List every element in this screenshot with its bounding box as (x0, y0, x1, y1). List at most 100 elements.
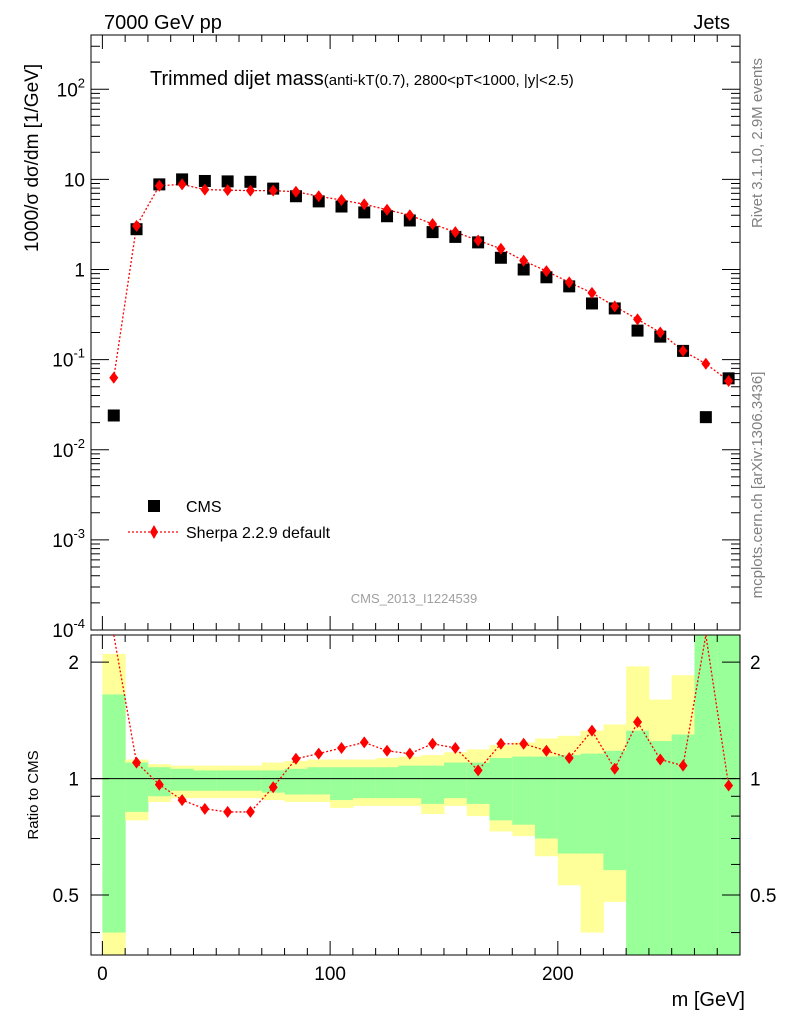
ratio-y-tick-label: 2 (68, 653, 79, 674)
main-y-tick-label: 10 (64, 170, 85, 191)
mc-data-point (405, 209, 415, 222)
ratio-band-inner-bin (352, 767, 377, 799)
ratio-mc-data-point (724, 779, 734, 792)
ratio-mc-data-point (450, 741, 460, 754)
ratio-mc-series-line (113, 634, 730, 813)
legend-label-mc: Sherpa 2.2.9 default (186, 525, 331, 542)
ratio-mc-data-point (473, 764, 483, 777)
ratio-mc-data-point (587, 724, 597, 737)
ratio-mc-data-point (200, 802, 210, 815)
chart-subtitle: (anti-kT(0.7), 2800<pT<1000, |y|<2.5) (324, 72, 574, 89)
mc-data-point (655, 326, 665, 339)
main-y-tick-label: 102 (57, 75, 85, 101)
mc-data-point (109, 371, 119, 384)
ratio-band-inner-bin (330, 767, 354, 801)
ratio-band-inner-bin (512, 756, 536, 825)
rivet-label: Rivet 3.1.10, 2.9M events (749, 58, 766, 228)
cms-data-point (107, 409, 120, 422)
mc-data-point (428, 217, 438, 230)
ratio-band-inner-bin (193, 770, 217, 791)
mc-series-line (113, 183, 730, 382)
main-y-tick-label: 10-3 (52, 526, 85, 552)
mc-data-point (519, 254, 529, 267)
cms-data-point (540, 271, 553, 284)
cms-data-point (585, 297, 598, 310)
cms-data-point (426, 226, 439, 239)
ratio-mc-line (113, 634, 730, 813)
ratio-axes: 0.5 0.5 1 1 2 2 0 100 200 (53, 634, 776, 985)
legend: CMS Sherpa 2.2.9 default (128, 499, 331, 542)
mc-data-point (200, 183, 210, 196)
ratio-band-inner-bin (557, 755, 582, 854)
ratio-band-inner-bin (489, 758, 513, 821)
mc-data-point (587, 286, 597, 299)
ratio-band-inner-bin (216, 770, 240, 791)
x-tick-label: 0 (97, 964, 108, 985)
ratio-y-tick-label-right: 2 (750, 653, 761, 674)
chart-title-line: Trimmed dijet mass(anti-kT(0.7), 2800<pT… (150, 68, 574, 90)
ratio-mc-data-point (223, 805, 233, 818)
ratio-mc-data-point (564, 752, 574, 765)
ratio-band-inner-bin (580, 753, 604, 854)
ratio-band-inner-bin (421, 765, 445, 804)
ratio-y-tick-label: 1 (68, 770, 79, 791)
ratio-mc-data-point (405, 747, 415, 760)
energy-label: 7000 GeV pp (104, 12, 222, 34)
ratio-mc-data-point (359, 736, 369, 749)
ratio-band-inner-bin (717, 635, 741, 955)
mc-data-point (678, 344, 688, 357)
ratio-band-inner-bin (694, 635, 718, 955)
ratio-mc-data-point (314, 747, 324, 760)
mc-data-point (132, 219, 142, 232)
mc-data-point (291, 185, 301, 198)
ratio-mc-data-point (177, 794, 187, 807)
main-y-tick-label: 1 (74, 261, 85, 282)
main-y-tick-label: 10-1 (52, 346, 85, 372)
cms-data-point (631, 324, 644, 337)
mc-data-point (177, 178, 187, 191)
cms-data-point (198, 174, 211, 187)
mc-data-point (154, 179, 164, 192)
ratio-mc-data-point (154, 778, 164, 791)
process-label: Jets (693, 12, 730, 34)
ratio-mc-data-point (678, 759, 688, 772)
x-axis-label: m [GeV] (672, 989, 745, 1011)
ratio-band-inner-bin (466, 762, 491, 804)
ratio-data-marks (132, 716, 734, 818)
cms-data-point (221, 175, 234, 188)
ratio-band-inner-bin (603, 750, 627, 871)
ratio-band-inner-bin (102, 694, 126, 933)
x-tick-label: 100 (314, 964, 346, 985)
ratio-band-inner-bin (375, 767, 399, 799)
cms-data-point (494, 251, 507, 264)
mc-data-point (564, 276, 574, 289)
ratio-mc-data-point (519, 737, 529, 750)
ratio-mc-data-point (245, 805, 255, 818)
ratio-band-inner-bin (307, 767, 331, 795)
main-y-tick-label: 10-4 (52, 616, 85, 642)
analysis-watermark: CMS_2013_I1224539 (351, 591, 478, 606)
ratio-mc-data-point (496, 737, 506, 750)
ratio-band-inner-bin (398, 765, 422, 799)
ratio-mc-data-point (655, 753, 665, 766)
mc-data-point (541, 265, 551, 278)
mc-data-point (496, 242, 506, 255)
x-tick-label: 200 (542, 964, 574, 985)
ratio-band-inner-bin (125, 762, 149, 812)
ratio-mc-data-point (291, 752, 301, 765)
mc-data-point (724, 374, 734, 387)
legend-marker-cms (148, 500, 160, 512)
ratio-band-inner-bin (170, 768, 194, 791)
main-data-marks (107, 173, 735, 424)
main-axes: 10-4 10-3 10-2 10-1 1 10 102 (52, 34, 741, 642)
mc-data-point (450, 226, 460, 239)
ratio-y-tick-label-right: 1 (750, 770, 761, 791)
legend-label-cms: CMS (186, 499, 222, 516)
main-y-tick-label: 10-2 (52, 436, 85, 462)
mcplots-label: mcplots.cern.ch [arXiv:1306.3436] (749, 372, 766, 599)
mc-data-point (610, 300, 620, 313)
ratio-mc-data-point (382, 744, 392, 757)
mc-data-point (633, 313, 643, 326)
ratio-mc-data-point (428, 737, 438, 750)
